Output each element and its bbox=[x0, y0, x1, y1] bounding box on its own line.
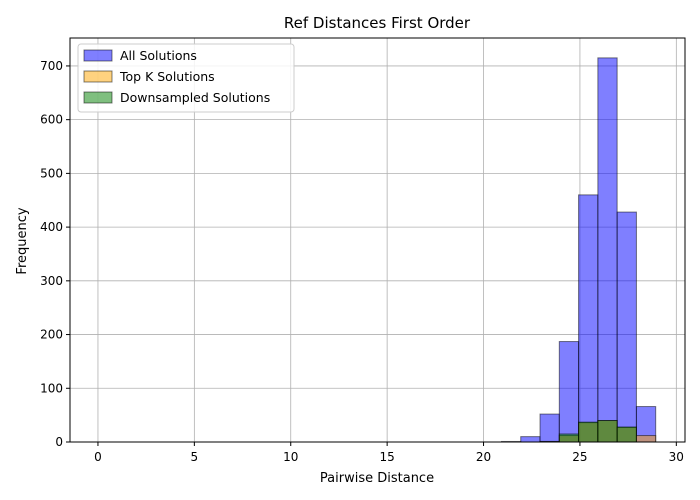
series-bars bbox=[500, 57, 657, 443]
x-tick-label: 15 bbox=[379, 450, 394, 464]
histogram-bar bbox=[597, 57, 618, 443]
chart-title: Ref Distances First Order bbox=[284, 14, 471, 32]
y-tick-label: 300 bbox=[40, 274, 63, 288]
x-axis-label: Pairwise Distance bbox=[320, 471, 434, 486]
plot-frame bbox=[69, 37, 686, 443]
histogram-bar bbox=[597, 420, 618, 443]
histogram-bar bbox=[539, 413, 560, 443]
histogram-bar bbox=[578, 421, 599, 443]
histogram-bar bbox=[558, 341, 580, 443]
y-tick-label: 400 bbox=[40, 220, 63, 234]
legend-box bbox=[77, 43, 295, 113]
x-tick-label: 5 bbox=[191, 450, 199, 464]
y-tick-label: 100 bbox=[40, 381, 63, 395]
legend-label: Top K Solutions bbox=[119, 69, 215, 84]
legend-swatch bbox=[83, 49, 113, 62]
histogram-bar bbox=[616, 211, 637, 443]
legend-swatch bbox=[83, 70, 113, 83]
legend-label: All Solutions bbox=[120, 48, 197, 63]
x-tick-label: 20 bbox=[476, 450, 491, 464]
x-axis-ticks: 0 5 10 15 20 25 30 bbox=[94, 442, 684, 464]
histogram-bar bbox=[578, 194, 599, 443]
histogram-bars bbox=[500, 57, 657, 443]
histogram-bar bbox=[520, 436, 541, 443]
y-axis-ticks: 0 100 200 300 400 500 600 700 bbox=[40, 59, 70, 449]
histogram-bar bbox=[635, 435, 657, 443]
histogram-bar bbox=[616, 426, 637, 443]
series-bars bbox=[539, 420, 637, 443]
y-axis-label: Frequency bbox=[15, 207, 30, 274]
x-tick-label: 30 bbox=[669, 450, 684, 464]
x-tick-label: 25 bbox=[572, 450, 587, 464]
y-tick-label: 500 bbox=[40, 166, 63, 180]
y-tick-label: 600 bbox=[40, 113, 63, 127]
y-tick-label: 700 bbox=[40, 59, 63, 73]
legend-label: Downsampled Solutions bbox=[120, 90, 270, 105]
x-tick-label: 0 bbox=[94, 450, 102, 464]
legend: All Solutions Top K Solutions Downsampled … bbox=[77, 43, 295, 113]
histogram-bar bbox=[558, 433, 580, 443]
legend-swatch bbox=[83, 91, 113, 104]
y-tick-label: 0 bbox=[55, 435, 63, 449]
x-tick-label: 10 bbox=[283, 450, 298, 464]
y-tick-label: 200 bbox=[40, 328, 63, 342]
